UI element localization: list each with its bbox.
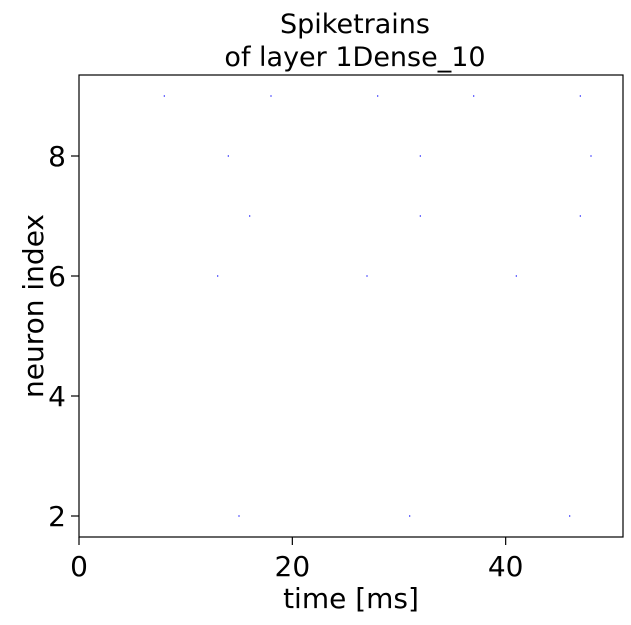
spike-marker <box>249 215 251 217</box>
x-tick-label: 0 <box>70 550 88 583</box>
spike-marker <box>569 515 571 517</box>
y-axis-ticks: 2 4 6 8 <box>48 140 79 533</box>
spike-marker <box>515 275 517 277</box>
y-axis-label: neuron index <box>17 214 50 398</box>
x-tick-label: 20 <box>275 550 311 583</box>
spike-marker <box>579 95 581 97</box>
y-tick-label: 4 <box>48 380 66 413</box>
spike-markers <box>163 95 592 517</box>
x-axis-label: time [ms] <box>283 582 419 615</box>
spike-marker <box>366 275 368 277</box>
spike-marker <box>419 155 421 157</box>
spike-marker <box>473 95 475 97</box>
plot-area-frame <box>78 74 624 538</box>
spike-marker <box>163 95 165 97</box>
spike-marker <box>409 515 411 517</box>
spike-marker <box>270 95 272 97</box>
x-axis-ticks: 0 20 40 <box>70 537 523 583</box>
chart-title-line-1: Spiketrains <box>280 9 430 40</box>
spike-marker <box>419 215 421 217</box>
y-tick-label: 8 <box>48 140 66 173</box>
y-tick-label: 6 <box>48 260 66 293</box>
x-tick-label: 40 <box>488 550 524 583</box>
spike-marker <box>590 155 592 157</box>
spike-marker <box>238 515 240 517</box>
spike-marker <box>217 275 219 277</box>
y-tick-label: 2 <box>48 500 66 533</box>
spike-marker <box>579 215 581 217</box>
spike-marker <box>227 155 229 157</box>
chart-title-line-2: of layer 1Dense_10 <box>224 42 485 73</box>
spike-marker <box>377 95 379 97</box>
